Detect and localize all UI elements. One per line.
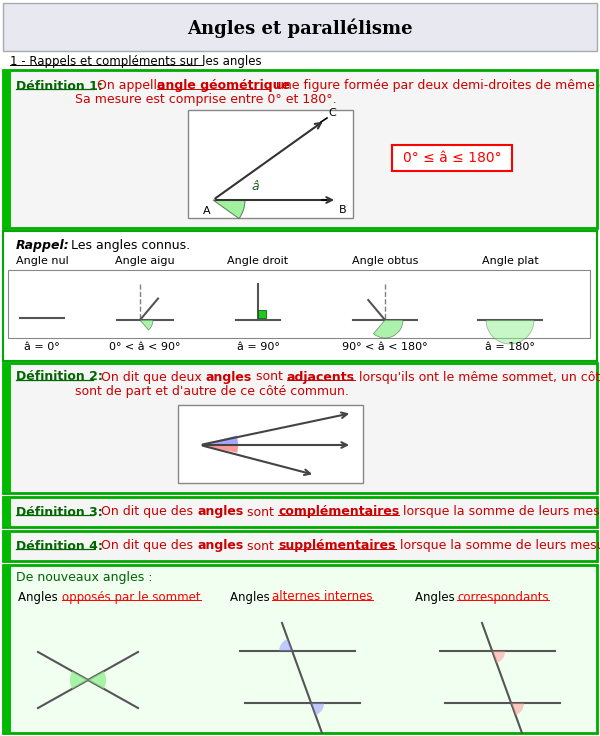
FancyBboxPatch shape bbox=[3, 363, 597, 493]
Text: C: C bbox=[328, 108, 336, 118]
Bar bbox=[258, 310, 266, 318]
Wedge shape bbox=[373, 320, 403, 338]
Text: B: B bbox=[339, 205, 347, 215]
Text: 90° < â < 180°: 90° < â < 180° bbox=[342, 342, 428, 352]
Text: 0° ≤ â ≤ 180°: 0° ≤ â ≤ 180° bbox=[403, 151, 502, 165]
FancyBboxPatch shape bbox=[3, 531, 11, 561]
Text: correspondants: correspondants bbox=[457, 590, 548, 604]
FancyBboxPatch shape bbox=[8, 270, 590, 338]
Wedge shape bbox=[492, 651, 505, 663]
Text: une figure formée par deux demi-droites de même origine.: une figure formée par deux demi-droites … bbox=[272, 79, 600, 93]
Text: supplémentaires: supplémentaires bbox=[278, 539, 395, 553]
Text: opposés par le sommet: opposés par le sommet bbox=[62, 590, 200, 604]
Text: lorsqu'ils ont le même sommet, un côté commun et qu'ils: lorsqu'ils ont le même sommet, un côté c… bbox=[355, 370, 600, 383]
Text: sont de part et d'autre de ce côté commun.: sont de part et d'autre de ce côté commu… bbox=[75, 384, 349, 397]
Text: angles: angles bbox=[197, 539, 243, 553]
Text: sont: sont bbox=[243, 539, 278, 553]
Text: On dit que deux: On dit que deux bbox=[97, 370, 206, 383]
Wedge shape bbox=[511, 703, 524, 715]
Text: On dit que des: On dit que des bbox=[97, 506, 197, 518]
Text: Angle droit: Angle droit bbox=[227, 256, 289, 266]
FancyBboxPatch shape bbox=[3, 497, 597, 527]
Text: On dit que des: On dit que des bbox=[97, 539, 197, 553]
Text: Définition 2:: Définition 2: bbox=[16, 370, 103, 383]
Text: Angle plat: Angle plat bbox=[482, 256, 538, 266]
Text: sont: sont bbox=[252, 370, 287, 383]
Wedge shape bbox=[88, 671, 106, 689]
FancyBboxPatch shape bbox=[178, 405, 363, 483]
FancyBboxPatch shape bbox=[188, 110, 353, 218]
Text: angles: angles bbox=[197, 506, 243, 518]
Wedge shape bbox=[279, 639, 292, 651]
Text: â = 180°: â = 180° bbox=[485, 342, 535, 352]
Text: Angles et parallélisme: Angles et parallélisme bbox=[187, 18, 413, 38]
Text: angle géométrique: angle géométrique bbox=[157, 79, 290, 93]
Text: Angles: Angles bbox=[415, 590, 458, 604]
FancyBboxPatch shape bbox=[3, 3, 597, 51]
Text: 1 - Rappels et compléments sur les angles: 1 - Rappels et compléments sur les angle… bbox=[10, 55, 262, 68]
Text: â = 90°: â = 90° bbox=[236, 342, 280, 352]
Text: Sa mesure est comprise entre 0° et 180°.: Sa mesure est comprise entre 0° et 180°. bbox=[75, 93, 337, 107]
FancyBboxPatch shape bbox=[3, 70, 11, 228]
Text: lorsque la somme de leurs mesures est égale à 180°.: lorsque la somme de leurs mesures est ég… bbox=[395, 539, 600, 553]
Text: â: â bbox=[251, 180, 259, 193]
Text: Angle nul: Angle nul bbox=[16, 256, 68, 266]
Text: â = 0°: â = 0° bbox=[24, 342, 60, 352]
Text: angles: angles bbox=[206, 370, 252, 383]
Text: alternes internes: alternes internes bbox=[272, 590, 373, 604]
Wedge shape bbox=[311, 703, 324, 715]
Wedge shape bbox=[200, 436, 238, 445]
Text: sont: sont bbox=[243, 506, 278, 518]
Text: 0° < â < 90°: 0° < â < 90° bbox=[109, 342, 181, 352]
FancyBboxPatch shape bbox=[3, 231, 597, 361]
FancyBboxPatch shape bbox=[3, 565, 11, 733]
Wedge shape bbox=[213, 200, 245, 219]
Text: lorsque la somme de leurs mesures est égale à 90°.: lorsque la somme de leurs mesures est ég… bbox=[400, 506, 600, 518]
Text: adjacents: adjacents bbox=[287, 370, 355, 383]
Text: complémentaires: complémentaires bbox=[278, 506, 400, 518]
FancyBboxPatch shape bbox=[3, 363, 11, 493]
Text: Définition 3:: Définition 3: bbox=[16, 506, 103, 518]
Text: On appelle: On appelle bbox=[97, 79, 169, 93]
Text: Définition 4:: Définition 4: bbox=[16, 539, 103, 553]
Text: De nouveaux angles :: De nouveaux angles : bbox=[16, 571, 152, 584]
FancyBboxPatch shape bbox=[392, 145, 512, 171]
Text: Rappel:: Rappel: bbox=[16, 239, 70, 252]
Wedge shape bbox=[140, 320, 153, 330]
FancyBboxPatch shape bbox=[3, 70, 597, 228]
FancyBboxPatch shape bbox=[3, 565, 597, 733]
Wedge shape bbox=[486, 320, 534, 344]
Text: Définition 1:: Définition 1: bbox=[16, 79, 103, 93]
Text: Les angles connus.: Les angles connus. bbox=[67, 239, 190, 252]
Text: Angle obtus: Angle obtus bbox=[352, 256, 418, 266]
FancyBboxPatch shape bbox=[3, 497, 11, 527]
Wedge shape bbox=[200, 445, 238, 453]
Text: A: A bbox=[203, 206, 211, 216]
Text: Angles: Angles bbox=[18, 590, 62, 604]
Text: Angles: Angles bbox=[230, 590, 274, 604]
Wedge shape bbox=[70, 671, 88, 689]
Text: Angle aigu: Angle aigu bbox=[115, 256, 175, 266]
FancyBboxPatch shape bbox=[3, 531, 597, 561]
